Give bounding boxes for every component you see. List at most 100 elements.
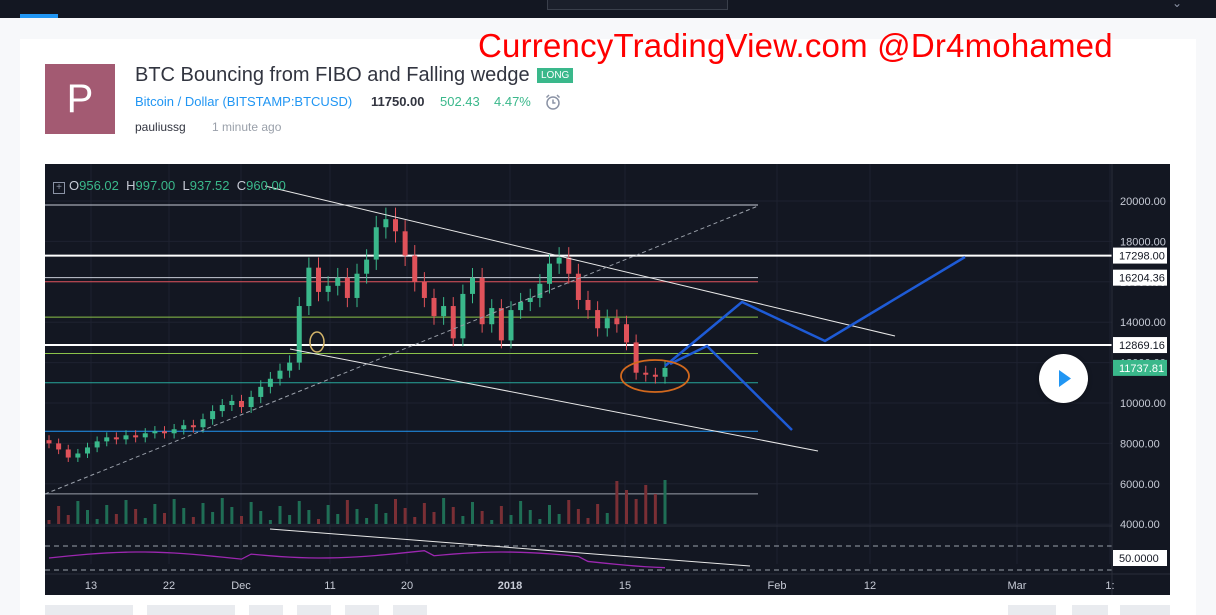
x-tick-label: 11 [324, 580, 335, 592]
volume-bar [538, 519, 542, 524]
author-name[interactable]: pauliussg [135, 120, 186, 134]
plus-icon[interactable]: + [53, 182, 65, 194]
x-tick-label: 20 [401, 580, 413, 592]
wedge-upper-line [264, 185, 896, 337]
candle-body [421, 281, 427, 298]
candle-body [643, 372, 649, 375]
price-label-box [1113, 269, 1167, 286]
candle-body [258, 386, 264, 397]
volume-bar [365, 518, 369, 524]
volume-bar [442, 498, 446, 524]
candle-body [354, 273, 360, 298]
candle-body [470, 277, 475, 294]
candle-body [306, 267, 312, 307]
volume-bar [345, 500, 349, 524]
volume-bar [134, 509, 138, 524]
candle-body [527, 297, 533, 302]
symbol-ticker[interactable]: BITSTAMP:BTCUSD [226, 94, 348, 109]
y-tick-label: 18000.00 [1120, 236, 1166, 248]
active-tab-indicator[interactable] [20, 14, 58, 18]
rsi-label-box [1113, 550, 1167, 566]
price-label: 16204.36 [1119, 273, 1165, 285]
candle-body [162, 431, 167, 434]
close-label: C [236, 178, 247, 193]
highlight-circle-small [309, 331, 325, 353]
more-button[interactable] [1120, 605, 1170, 615]
candle-body [556, 257, 562, 264]
publish-time: 1 minute ago [212, 120, 282, 134]
candle-body [152, 431, 158, 434]
volume-bar [114, 514, 118, 524]
wedge-lower-line [289, 348, 819, 452]
x-tick-label: 13 [85, 580, 97, 592]
volume-bar [663, 480, 667, 524]
volume-bar [86, 510, 89, 524]
volume-bar [586, 518, 590, 524]
candle-body [489, 308, 495, 325]
volume-bar [249, 502, 253, 524]
projection-path-down [669, 344, 793, 431]
long-badge: LONG [537, 68, 574, 83]
chevron-down-icon[interactable]: ⌄ [1172, 0, 1183, 10]
avatar[interactable]: P [45, 64, 115, 134]
rsi-value-label: 50.0000 [1119, 553, 1159, 565]
share-button[interactable] [45, 605, 133, 615]
embed-button[interactable] [345, 605, 379, 615]
play-icon [1059, 370, 1071, 387]
ohlc-readout: + O956.02 H997.00 L937.52 C960.00 [53, 178, 286, 194]
candle-body [633, 342, 639, 373]
symbol-link[interactable]: Bitcoin / Dollar (BITSTAMP:BTCUSD) [135, 94, 352, 109]
x-tick-label: Dec [231, 580, 251, 592]
candle-body [450, 306, 456, 339]
candle-body [277, 370, 283, 379]
volume-bar [124, 500, 128, 524]
symbol-open-paren: ( [222, 94, 227, 109]
candle-body [460, 293, 466, 339]
like-button[interactable] [249, 605, 283, 615]
volume-bar [576, 509, 580, 524]
candle-body [94, 441, 100, 448]
candle-body [46, 440, 52, 444]
volume-bar [297, 501, 301, 524]
highlight-circle [620, 359, 690, 393]
price-chart[interactable]: 20000.0018000.0016000.0014000.0012000.00… [45, 164, 1170, 595]
snapshot-button[interactable] [1072, 605, 1108, 615]
candle-body [325, 285, 331, 292]
volume-bar [220, 498, 224, 524]
avatar-letter: P [66, 76, 94, 121]
candle-body [575, 273, 581, 300]
high-label: H [126, 178, 136, 193]
volume-bar [47, 520, 51, 524]
alarm-icon[interactable] [544, 93, 562, 111]
volume-bar [509, 515, 513, 524]
search-box[interactable] [547, 0, 728, 10]
candle-body [498, 308, 504, 341]
price-label-box [1113, 337, 1167, 354]
candle-body [190, 425, 196, 428]
volume-bar [653, 494, 657, 524]
volume-bar [384, 513, 388, 524]
volume-bar [499, 506, 503, 524]
candle-body [219, 405, 225, 412]
candle-body [595, 310, 601, 329]
symbol-name[interactable]: Bitcoin / Dollar [135, 94, 219, 109]
idea-title[interactable]: BTC Bouncing from FIBO and Falling wedge [135, 64, 530, 86]
play-button[interactable] [1039, 354, 1088, 403]
candle-body [344, 277, 350, 298]
volume-bar [557, 514, 561, 524]
low-value: 937.52 [189, 178, 230, 193]
volume-bar [461, 516, 465, 524]
candle-body [56, 443, 62, 450]
volume-bar [394, 499, 397, 524]
volume-bar [182, 508, 186, 524]
bookmark-button[interactable] [297, 605, 331, 615]
fullscreen-button[interactable] [1008, 605, 1056, 615]
candle-body [200, 419, 206, 428]
candle-body [412, 255, 418, 282]
candle-body [113, 437, 119, 440]
x-tick-label: 15 [619, 580, 631, 592]
comment-button[interactable] [147, 605, 235, 615]
y-tick-label: 4000.00 [1120, 519, 1160, 531]
report-button[interactable] [393, 605, 427, 615]
volume-bar [95, 519, 99, 524]
